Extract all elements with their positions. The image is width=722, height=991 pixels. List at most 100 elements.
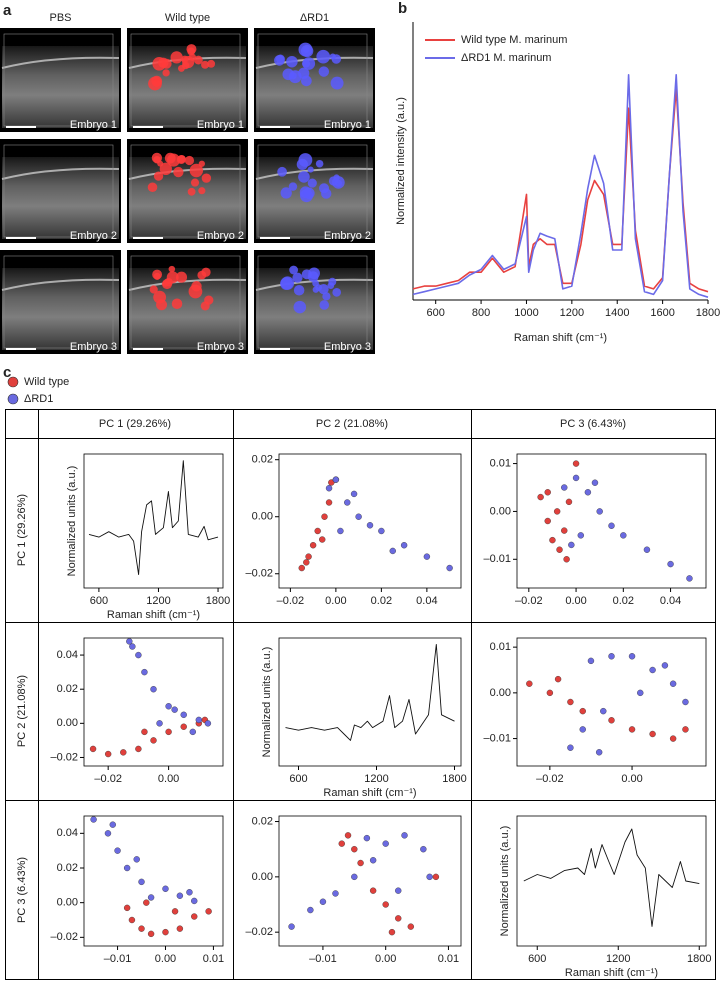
cell-blob — [189, 163, 204, 178]
tissue-ridge — [255, 278, 374, 291]
cell-blob — [298, 171, 310, 183]
y-tick-label: 0.00 — [57, 717, 78, 729]
scatter-point — [314, 527, 321, 535]
scatter-point — [389, 547, 396, 555]
scatter-point — [355, 513, 362, 520]
embryo-label: Embryo 3 — [324, 341, 371, 353]
scatter-point — [307, 906, 314, 914]
scatter-point — [123, 864, 131, 872]
scatter-point — [104, 750, 112, 758]
scatter-point — [395, 915, 402, 922]
scatter-point — [407, 923, 414, 930]
scatter-point — [620, 532, 627, 539]
y-tick-label: 0.04 — [57, 827, 78, 839]
panel-label: b — [398, 0, 407, 17]
cell-blob — [289, 265, 299, 275]
y-axis-title: Normalized units (a.u.) — [499, 826, 511, 937]
scatter-point — [204, 720, 212, 727]
x-tick-label: 600 — [90, 595, 108, 607]
cell-blob — [293, 300, 307, 314]
scatter-point — [378, 527, 385, 535]
box-outline — [130, 255, 241, 349]
scatter-point — [637, 689, 644, 697]
embryo-label: Embryo 1 — [70, 119, 117, 131]
legend-label: Wild type M. marinum — [461, 34, 567, 46]
scatter-point — [351, 873, 358, 881]
x-tick-label: 0.01 — [203, 953, 224, 965]
scatter-point — [595, 749, 603, 756]
cell-blob — [188, 284, 203, 299]
scatter-point — [171, 908, 179, 915]
y-tick-label: 0.01 — [490, 457, 511, 469]
scatter-point — [382, 901, 389, 908]
scatter-point — [423, 553, 431, 560]
y-tick-label: 0.02 — [252, 815, 273, 827]
plot-frame — [278, 637, 462, 767]
scatter-point — [350, 490, 358, 498]
scatter-point — [114, 847, 121, 854]
x-axis-title: Raman shift (cm⁻¹) — [107, 609, 200, 621]
scatter-point — [395, 887, 402, 894]
x-tick-label: 1000 — [514, 307, 538, 319]
scatter-point — [135, 745, 142, 753]
scatter-point — [561, 484, 568, 491]
x-tick-label: 1200 — [560, 307, 584, 319]
scatter-point — [138, 878, 145, 886]
legend-label: ΔRD1 M. marinum — [461, 52, 551, 64]
scatter-point — [195, 716, 203, 724]
box-outline — [257, 144, 368, 238]
cell-blob — [292, 272, 303, 283]
scatter-point — [554, 675, 562, 683]
cell-blob — [316, 49, 331, 64]
scatter-point — [128, 916, 136, 924]
y-axis-title: Normalized units (a.u.) — [66, 466, 78, 577]
scatter-point — [553, 508, 561, 515]
scatter-point — [667, 560, 674, 568]
scatter-point — [141, 668, 148, 676]
scatter-point — [628, 726, 636, 733]
x-axis-title: Raman shift (cm⁻¹) — [514, 332, 607, 344]
scatter-point — [382, 840, 389, 847]
scatter-point — [123, 904, 131, 912]
cell-blob — [147, 182, 158, 193]
row-header: PC 3 (6.43%) — [16, 857, 28, 923]
scatter-point — [332, 890, 339, 897]
scatter-point — [338, 840, 345, 847]
y-tick-label: 0.00 — [252, 871, 273, 883]
x-tick-label: 1200 — [364, 773, 388, 785]
x-tick-label: 0.00 — [565, 595, 586, 607]
scatter-point — [628, 653, 636, 660]
y-tick-label: –0.01 — [483, 732, 511, 744]
scatter-point — [363, 834, 371, 842]
cell-blob — [193, 55, 203, 65]
cell-blob — [164, 277, 173, 287]
cell-blob — [280, 276, 295, 290]
scatter-point — [537, 493, 544, 501]
scatter-point — [366, 522, 374, 529]
cell-blob — [207, 59, 216, 68]
scatter-point — [669, 735, 677, 742]
scatter-point — [426, 873, 433, 881]
cell-blob — [315, 284, 323, 292]
table-grid — [5, 409, 716, 980]
x-axis-title: Raman shift (cm⁻¹) — [323, 787, 416, 799]
scatter-point — [126, 638, 133, 645]
scatter-point — [572, 474, 580, 482]
cell-blob — [190, 178, 200, 187]
x-tick-label: 0.00 — [621, 773, 642, 785]
embryo-label: Embryo 2 — [197, 230, 244, 242]
cell-blob — [173, 166, 184, 178]
cell-blob — [149, 285, 158, 294]
plot-frame — [516, 453, 707, 589]
scatter-point — [546, 689, 554, 697]
x-tick-label: 1200 — [146, 595, 170, 607]
y-tick-label: –0.02 — [245, 926, 273, 938]
scatter-point — [579, 707, 586, 715]
cell-blob — [307, 166, 314, 173]
scatter-point — [682, 698, 689, 706]
scatter-point — [288, 923, 295, 930]
embryo-label: Embryo 1 — [197, 119, 244, 131]
row-header: PC 2 (21.08%) — [16, 675, 28, 747]
plot-frame — [83, 637, 224, 767]
